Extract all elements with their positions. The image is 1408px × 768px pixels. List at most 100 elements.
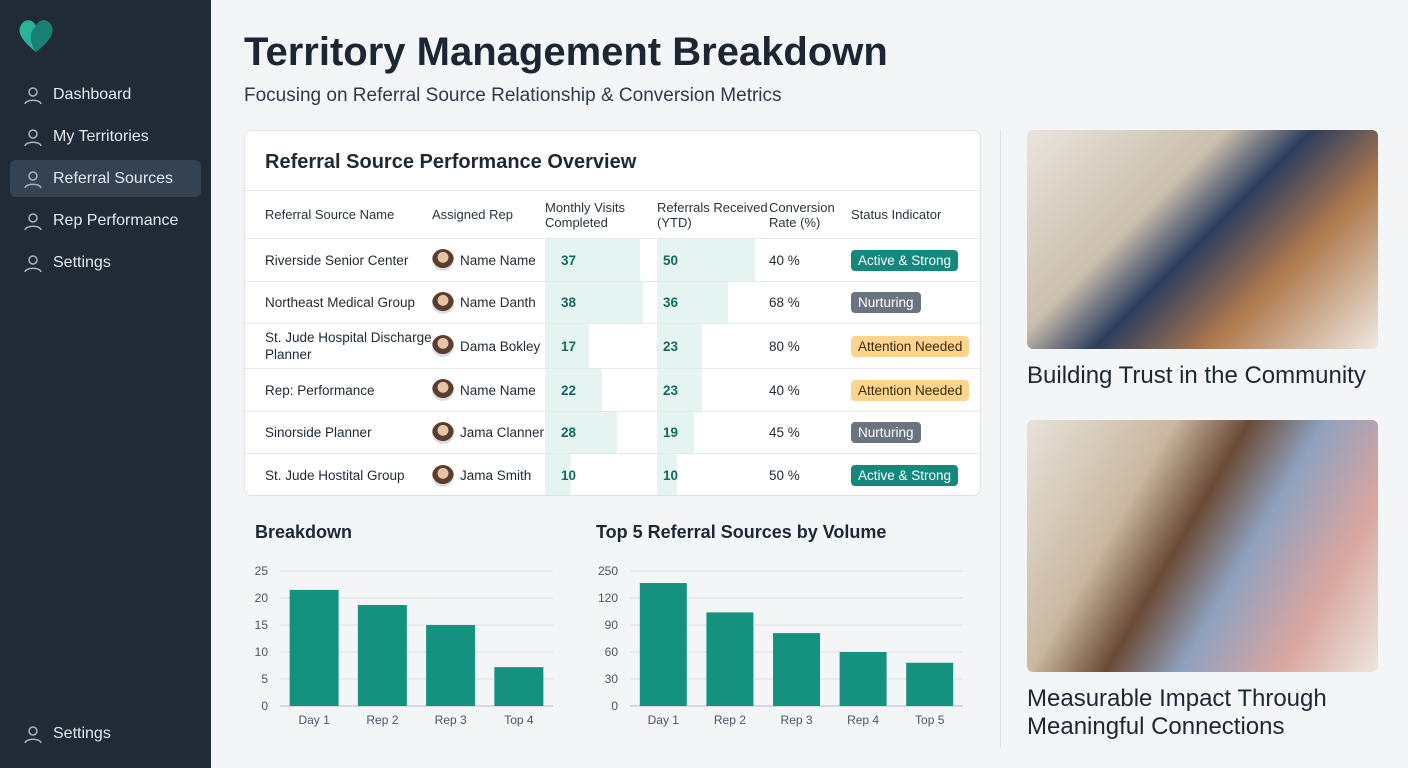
source-name: St. Jude Hostital Group (265, 468, 405, 483)
table: Referral Source Name Assigned Rep Monthly … (245, 191, 980, 495)
y-tick-label: 5 (261, 672, 268, 686)
nav-item[interactable]: Referral Sources (10, 160, 201, 197)
y-tick-label: 30 (605, 672, 619, 686)
value-bar (545, 282, 643, 323)
bar (706, 612, 754, 706)
bar (906, 662, 954, 706)
referrals-value: 36 (663, 295, 679, 310)
nav-label: Referral Sources (53, 169, 174, 187)
referrals-value: 10 (663, 468, 679, 483)
source-name: Northeast Medical Group (265, 295, 416, 310)
nav-item[interactable]: Settings (10, 715, 201, 752)
conversion-rate: 40 % (769, 382, 800, 398)
column-header: Referral Source Name (265, 207, 395, 222)
value-bar (657, 412, 695, 453)
value-bar (657, 282, 728, 323)
value-bar (657, 454, 677, 495)
rep-name: Name Danth (460, 295, 536, 310)
nav-item[interactable]: My Territories (10, 118, 201, 155)
value-bar (545, 454, 571, 495)
rep-cell: Name Name (432, 369, 545, 411)
rep-cell: Jama Clanner (432, 412, 545, 453)
bar (839, 652, 887, 706)
visits-value: 37 (561, 252, 577, 268)
y-tick-label: 60 (605, 645, 619, 659)
referrals-cell: 50 (657, 239, 769, 281)
status-pill: Attention Needed (851, 335, 970, 357)
logo (19, 20, 53, 52)
value-bar (657, 369, 703, 411)
visits-value: 10 (561, 468, 577, 483)
nav-item[interactable]: Settings (10, 244, 201, 281)
visits-cell: 38 (545, 282, 657, 323)
rep-cell: Name Name (432, 239, 545, 281)
visits-cell: 17 (545, 324, 657, 368)
x-tick-label: Top 5 (915, 713, 945, 727)
value-bar (545, 239, 641, 281)
bar (357, 605, 407, 706)
column-header: Assigned Rep (432, 207, 513, 222)
referrals-cell: 36 (657, 282, 769, 323)
avatar (432, 335, 454, 357)
status-cell: Attention Needed (851, 324, 980, 368)
visits-value: 28 (561, 425, 577, 440)
avatar (432, 421, 454, 444)
avatar (432, 379, 454, 401)
referrals-value: 23 (663, 338, 679, 354)
nav-item[interactable]: Dashboard (10, 76, 201, 113)
photo (1027, 130, 1378, 349)
photo-caption: Building Trust in the Community (1027, 362, 1366, 389)
bar (639, 583, 687, 706)
x-tick-label: Rep 3 (780, 713, 812, 727)
table-card: Referral Source Performance Overview Ref… (244, 130, 981, 496)
bar (289, 589, 339, 706)
referrals-value: 19 (663, 425, 679, 440)
table-title: Referral Source Performance Overview (245, 131, 980, 191)
conversion-rate: 40 % (769, 252, 800, 268)
table-row: Rep: Performance Name Name 22 23 40 % Attenti… (245, 369, 980, 412)
table-row: Northeast Medical Group Name Danth 38 36 68 … (245, 282, 980, 324)
photo (1027, 420, 1378, 672)
status-cell: Attention Needed (851, 369, 980, 411)
x-tick-label: Rep 3 (435, 713, 467, 727)
conversion-rate: 68 % (769, 295, 800, 310)
nav-label: Settings (53, 253, 111, 271)
referrals-cell: 23 (657, 324, 769, 368)
table-row: Riverside Senior Center Name Name 37 50 40 %… (245, 239, 980, 282)
visits-value: 38 (561, 295, 577, 310)
chart-title: Breakdown (255, 522, 352, 542)
y-tick-label: 120 (598, 591, 618, 605)
referrals-cell: 19 (657, 412, 769, 453)
value-bar (657, 324, 703, 368)
conversion-rate: 50 % (769, 468, 800, 483)
chart-title: Top 5 Referral Sources by Volume (596, 522, 886, 542)
column-header: Monthly Visits Completed (545, 199, 625, 230)
nav-label: Rep Performance (53, 211, 179, 229)
nav-label: Settings (53, 724, 111, 742)
status-pill: Nurturing (851, 292, 921, 313)
x-tick-label: Top 4 (504, 713, 534, 727)
rep-name: Name Name (460, 252, 536, 268)
status-cell: Nurturing (851, 412, 980, 453)
y-tick-label: 250 (598, 564, 618, 578)
y-tick-label: 20 (255, 591, 269, 605)
sidebar: Dashboard My Territories Referral Sources R… (0, 0, 211, 768)
divider (1000, 130, 1001, 748)
referrals-value: 50 (663, 252, 679, 268)
charts: Breakdown 0 5 10 15 20 25 Day 1 Rep 2 Rep 3 Top 4 T… (255, 522, 963, 727)
referrals-cell: 10 (657, 454, 769, 495)
table-row: St. Jude Hospital Discharge Planner Dama … (245, 324, 980, 369)
conversion-rate: 45 % (769, 425, 800, 440)
rep-name: Name Name (460, 382, 536, 398)
visits-value: 17 (561, 338, 577, 354)
source-name: Riverside Senior Center (265, 252, 409, 268)
status-pill: Active & Strong (851, 249, 959, 271)
source-name: Sinorside Planner (265, 425, 372, 440)
status-cell: Active & Strong (851, 239, 980, 281)
visits-value: 22 (561, 382, 577, 398)
avatar (432, 464, 454, 487)
nav-item[interactable]: Rep Performance (10, 202, 201, 239)
status-pill: Nurturing (851, 422, 921, 443)
value-bar (545, 324, 589, 368)
